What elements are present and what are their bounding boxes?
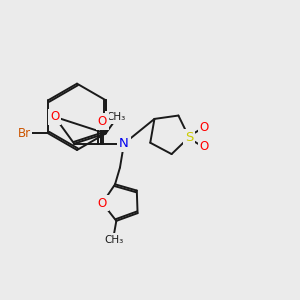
Text: O: O	[98, 196, 107, 210]
Text: N: N	[119, 137, 129, 150]
Text: CH₃: CH₃	[104, 235, 123, 245]
Text: O: O	[200, 140, 209, 153]
Text: O: O	[200, 122, 209, 134]
Text: CH₃: CH₃	[107, 112, 126, 122]
Text: S: S	[185, 131, 193, 144]
Text: Br: Br	[17, 127, 31, 140]
Text: O: O	[50, 110, 59, 123]
Text: O: O	[98, 115, 107, 128]
